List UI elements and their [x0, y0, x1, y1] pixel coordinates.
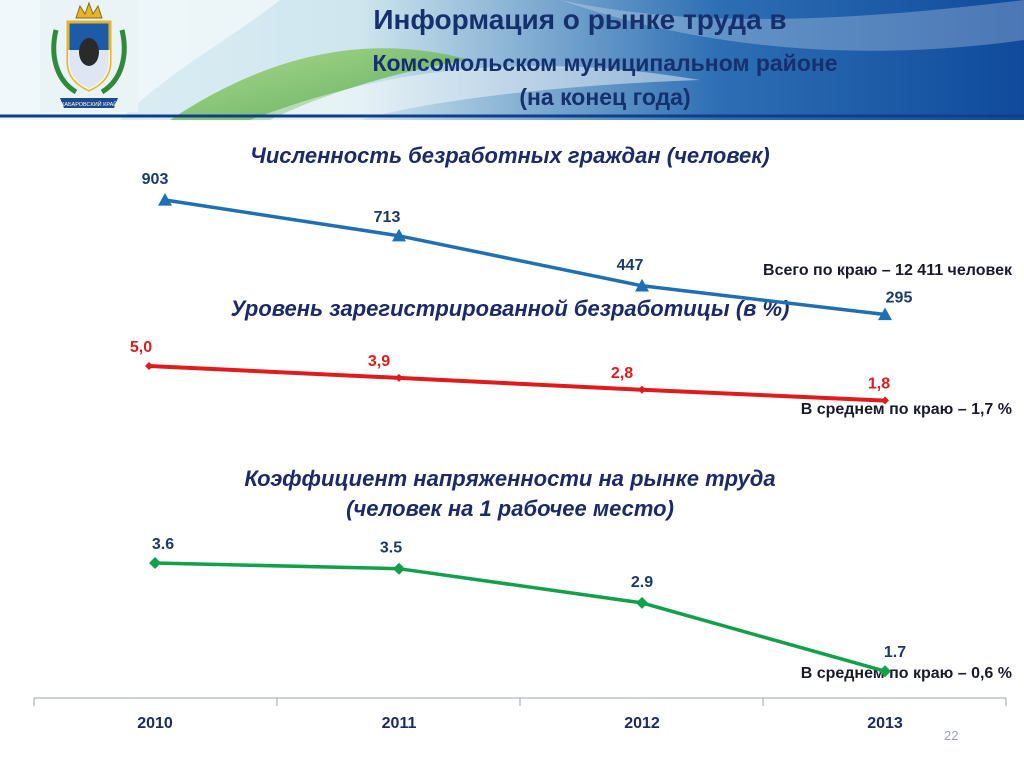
- data-point-1-2012: [635, 278, 649, 292]
- data-point-3-2013: [879, 665, 891, 678]
- emblem-caption: ХАБАРОВСКИЙ КРАЙ: [61, 100, 118, 108]
- data-point-2-2012: [638, 385, 646, 394]
- chart2-title: Уровень зарегистрированной безработицы (…: [230, 296, 790, 321]
- data-point-3-2010: [149, 557, 161, 569]
- coat-of-arms-icon: ХАБАРОВСКИЙ КРАЙ: [40, 0, 138, 112]
- page-subtitle: Комсомольском муниципальном районе: [372, 50, 838, 76]
- x-tick-label-2011: 2011: [382, 715, 417, 732]
- x-tick-label-2012: 2012: [624, 715, 660, 732]
- series-line-2: [148, 364, 886, 403]
- data-point-3-2012: [636, 596, 648, 609]
- chart3-title-line2: (человек на 1 рабочее место): [346, 496, 674, 521]
- x-tick-label-2013: 2013: [867, 715, 903, 732]
- header-banner: ХАБАРОВСКИЙ КРАЙ Информация о рынке труд…: [0, 0, 1024, 120]
- series-line-3: [154, 561, 886, 673]
- data-point-1-2013: [878, 307, 892, 321]
- series-line-1: [164, 198, 886, 317]
- data-label-3-2012: 2.9: [631, 574, 653, 591]
- data-label-2-2012: 2,8: [611, 365, 633, 382]
- data-label-3-2013: 1.7: [884, 644, 906, 661]
- data-point-3-2011: [393, 562, 405, 575]
- data-label-1-2011: 713: [374, 209, 401, 226]
- x-tick-label-2010: 2010: [137, 715, 173, 732]
- chart3-note: В среднем по краю – 0,6 %: [800, 665, 1012, 682]
- data-label-3-2011: 3.5: [380, 540, 402, 557]
- data-point-2-2013: [881, 396, 889, 405]
- data-point-2-2010: [145, 362, 153, 370]
- page-number: 22: [944, 728, 959, 743]
- data-label-1-2010: 903: [142, 171, 169, 188]
- data-point-1-2010: [158, 193, 172, 206]
- page-title: Информация о рынке труда в: [373, 4, 787, 35]
- data-label-1-2013: 295: [886, 289, 913, 306]
- chart3-title-line1: Коэффициент напряженности на рынке труда: [244, 466, 776, 491]
- data-label-2-2010: 5,0: [130, 339, 152, 356]
- chart1-note: Всего по краю – 12 411 человек: [763, 262, 1012, 279]
- data-point-2-2011: [395, 373, 403, 382]
- data-label-1-2012: 447: [617, 257, 644, 274]
- data-label-3-2010: 3.6: [152, 536, 174, 553]
- data-point-1-2011: [392, 228, 406, 242]
- data-label-2-2011: 3,9: [368, 353, 390, 370]
- page-subtitle-period: (на конец года): [519, 84, 691, 110]
- chart1-title: Численность безработных граждан (человек…: [250, 143, 770, 168]
- banner-background: [0, 0, 1024, 120]
- data-label-2-2013: 1,8: [868, 376, 890, 393]
- chart2-note: В среднем по краю – 1,7 %: [800, 401, 1012, 418]
